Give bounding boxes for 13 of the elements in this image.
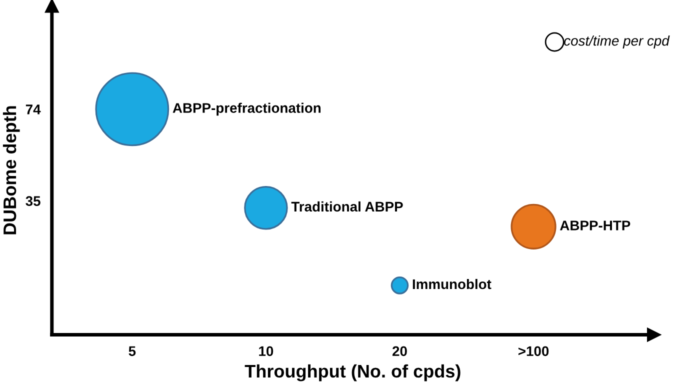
x-tick-label: 20 (392, 346, 407, 356)
annotation: Traditional ABPP (291, 201, 403, 212)
x-tick-label: 10 (259, 346, 274, 356)
x-axis-title: Throughput (No. of cpds) (244, 364, 460, 382)
x-tick-label: >100 (518, 346, 549, 356)
annotation: Immunoblot (412, 278, 492, 290)
annotation: ABPP-prefractionation (172, 102, 321, 116)
annotation: ABPP-HTP (560, 220, 630, 230)
annotation: cost/time per cpd (564, 36, 670, 48)
y-axis-title: DUBome depth (2, 106, 20, 234)
y-tick-label: 74 (26, 104, 41, 114)
x-tick-label: 5 (128, 346, 136, 356)
y-tick-label: 35 (26, 196, 40, 206)
